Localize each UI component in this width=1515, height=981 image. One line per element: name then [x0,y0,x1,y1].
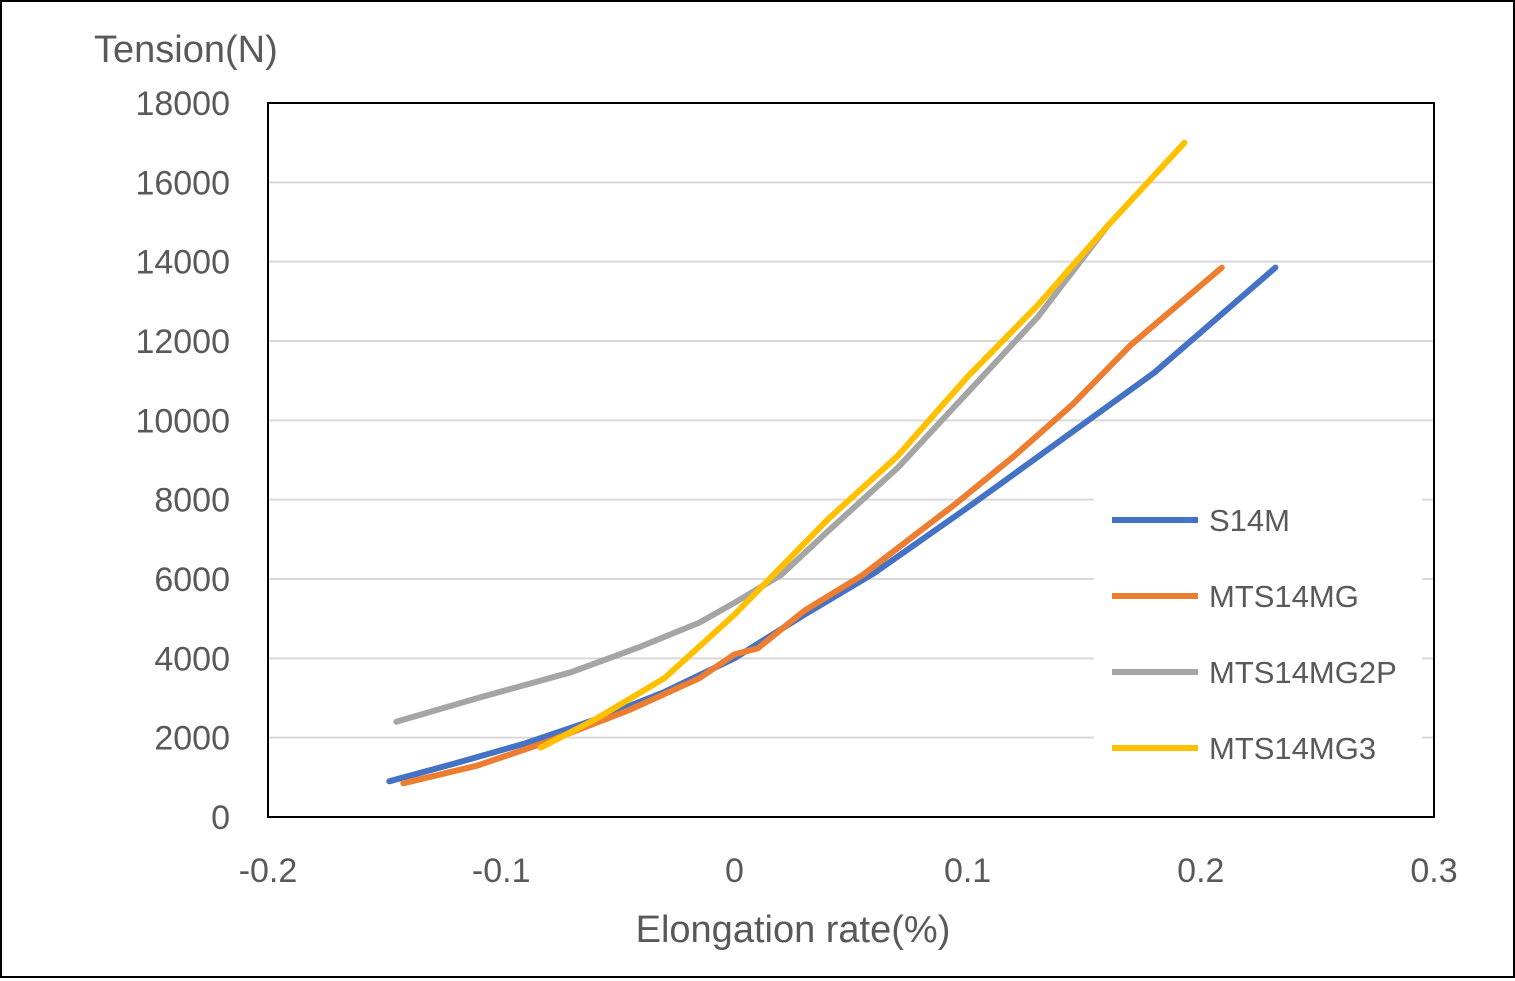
legend: S14M MTS14MG MTS14MG2P MTS14MG3 [1094,472,1422,782]
y-tick-label: 6000 [154,561,230,599]
x-axis-title: Elongation rate(%) [636,909,951,951]
y-tick-label: 10000 [135,402,230,440]
y-tick-label: 4000 [154,640,230,678]
x-tick-label: -0.1 [472,852,531,890]
axes: 0 2000 4000 6000 8000 10000 12000 14000 16000 180… [135,85,1457,890]
legend-label: MTS14MG2P [1209,655,1397,690]
y-tick-label: 0 [211,799,230,837]
x-tick-label: 0.2 [1177,852,1224,890]
y-tick-label: 8000 [154,482,230,520]
plot-area-border [267,102,1435,818]
x-tick-label: 0.3 [1410,852,1457,890]
legend-label: S14M [1209,503,1290,538]
x-tick-label: 0.1 [944,852,991,890]
legend-background [1094,472,1422,782]
y-tick-label: 12000 [135,323,230,361]
series-lines [386,139,1279,787]
y-tick-label: 16000 [135,164,230,202]
legend-label: MTS14MG [1209,579,1359,614]
y-tick-label: 2000 [154,720,230,758]
y-axis-title: Tension(N) [94,29,278,71]
y-tick-label: 14000 [135,244,230,282]
legend-label: MTS14MG3 [1209,731,1376,766]
x-tick-label: -0.2 [239,852,298,890]
y-tick-label: 18000 [135,85,230,123]
series-line-mts14mg3 [537,139,1188,751]
x-tick-label: 0 [725,852,744,890]
